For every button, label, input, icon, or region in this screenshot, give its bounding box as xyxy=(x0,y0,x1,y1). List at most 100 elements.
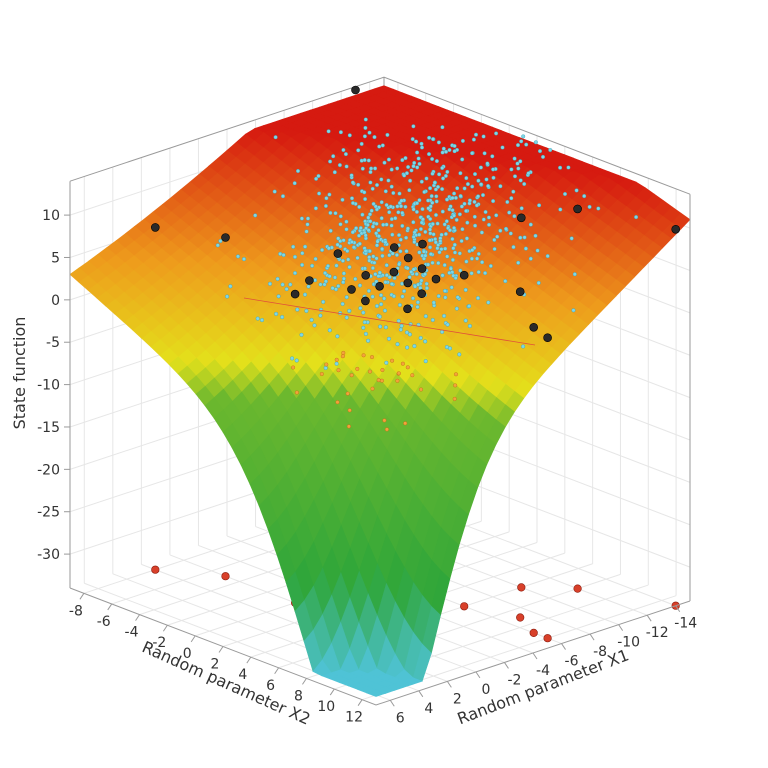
sample-point-safe xyxy=(430,222,435,227)
sample-point-safe xyxy=(367,255,372,260)
sample-point-safe xyxy=(357,233,362,238)
sample-point-safe xyxy=(362,190,367,195)
design-point xyxy=(417,264,427,273)
sample-point-safe xyxy=(389,282,394,287)
x2-axis-ticks: -8 -6 -4 -2 0 2 4 6 8 10 12 xyxy=(69,593,363,726)
sample-point-safe xyxy=(341,271,346,276)
sample-point-safe xyxy=(350,230,355,235)
floor-projection-point xyxy=(460,602,469,611)
sample-point-safe xyxy=(452,143,457,148)
sample-point-safe xyxy=(303,244,308,249)
sample-point-safe xyxy=(379,200,384,205)
sample-point-safe xyxy=(326,264,331,269)
sample-point-failure xyxy=(361,353,366,358)
sample-point-safe xyxy=(423,314,428,319)
sample-point-safe xyxy=(410,137,415,142)
sample-point-safe xyxy=(442,263,447,268)
sample-point-safe xyxy=(486,300,491,305)
sample-point-safe xyxy=(460,138,465,143)
sample-point-safe xyxy=(433,240,438,245)
sample-point-safe xyxy=(548,147,553,152)
sample-point-safe xyxy=(430,260,435,265)
z-tick-label: -5 xyxy=(46,335,60,351)
sample-point-safe xyxy=(441,146,446,151)
surface-patch xyxy=(366,689,387,697)
sample-cloud xyxy=(215,117,639,432)
sample-point-safe xyxy=(375,182,380,187)
sample-point-safe xyxy=(340,301,345,306)
x2-tick-label: 4 xyxy=(238,667,247,683)
sample-point-safe xyxy=(313,206,318,211)
sample-point-safe xyxy=(423,229,428,234)
sample-point-safe xyxy=(281,252,286,257)
sample-point-safe xyxy=(476,178,481,183)
sample-point-safe xyxy=(518,235,523,240)
sample-point-safe xyxy=(294,358,299,363)
sample-point-safe xyxy=(481,134,486,139)
sample-point-safe xyxy=(498,228,503,233)
sample-point-safe xyxy=(476,251,481,256)
sample-point-safe xyxy=(383,280,388,285)
sample-point-safe xyxy=(457,251,462,256)
sample-point-safe xyxy=(361,310,366,315)
sample-point-safe xyxy=(533,140,538,145)
z-tick-label: 0 xyxy=(51,293,60,309)
sample-point-safe xyxy=(437,250,442,255)
design-points xyxy=(151,85,681,343)
sample-point-safe xyxy=(441,176,446,181)
z-tick-label: -10 xyxy=(37,378,60,394)
sample-point-safe xyxy=(356,182,361,187)
sample-point-safe xyxy=(428,231,433,236)
sample-point-safe xyxy=(440,209,445,214)
sample-point-safe xyxy=(426,198,431,203)
sample-point-safe xyxy=(369,208,374,213)
x1-tick-mark xyxy=(504,662,509,669)
sample-point-safe xyxy=(335,242,340,247)
sample-point-safe xyxy=(354,226,359,231)
sample-point-safe xyxy=(397,262,402,267)
sample-point-safe xyxy=(397,191,402,196)
sample-point-safe xyxy=(519,206,524,211)
design-point xyxy=(515,287,525,297)
sample-point-safe xyxy=(388,204,393,209)
sample-point-safe xyxy=(349,239,354,244)
sample-point-safe xyxy=(394,252,399,257)
sample-point-safe xyxy=(419,141,424,146)
sample-point-safe xyxy=(569,236,574,241)
design-point xyxy=(403,253,413,263)
sample-point-safe xyxy=(379,302,384,307)
sample-point-safe xyxy=(362,320,367,325)
sample-point-safe xyxy=(360,212,365,217)
sample-point-safe xyxy=(385,132,390,137)
sample-point-safe xyxy=(353,277,358,282)
x2-tick-label: 10 xyxy=(317,699,335,715)
sample-point-failure xyxy=(341,350,346,355)
design-point xyxy=(543,333,552,343)
sample-point-failure xyxy=(384,427,389,432)
sample-point-failure xyxy=(347,408,352,413)
sample-point-safe xyxy=(428,252,433,257)
sample-point-safe xyxy=(327,274,332,279)
sample-point-safe xyxy=(402,173,407,178)
sample-point-safe xyxy=(417,250,422,255)
sample-point-failure xyxy=(400,361,405,366)
sample-point-safe xyxy=(344,227,349,232)
sample-point-safe xyxy=(433,237,438,242)
sample-point-safe xyxy=(518,159,523,164)
design-point xyxy=(151,223,160,232)
sample-point-safe xyxy=(341,276,346,281)
sample-point-safe xyxy=(404,235,409,240)
sample-point-safe xyxy=(255,316,260,321)
sample-point-safe xyxy=(268,281,273,286)
sample-point-safe xyxy=(398,249,403,254)
sample-point-safe xyxy=(362,134,367,139)
sample-point-safe xyxy=(381,222,386,227)
sample-point-safe xyxy=(369,166,374,171)
sample-point-safe xyxy=(281,194,286,199)
sample-point-safe xyxy=(452,149,457,154)
sample-point-safe xyxy=(284,287,289,292)
sample-point-safe xyxy=(399,198,404,203)
sample-point-safe xyxy=(483,271,488,276)
sample-point-safe xyxy=(391,294,396,299)
sample-point-safe xyxy=(519,139,524,144)
